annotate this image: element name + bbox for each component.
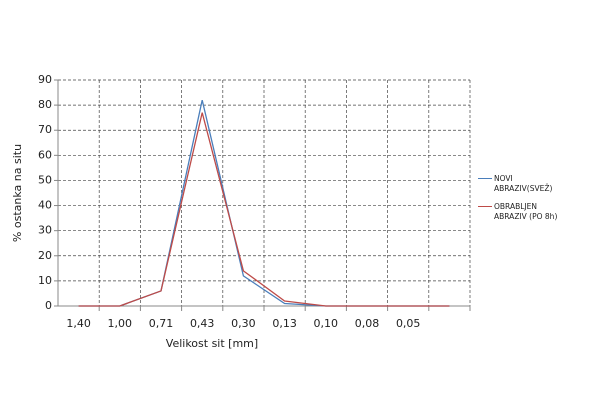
- x-tick-label: 0,71: [149, 317, 174, 330]
- y-axis-title: % ostanka na situ: [11, 144, 24, 242]
- legend-label: OBRABLJEN ABRAZIV (PO 8h): [494, 202, 558, 221]
- series-line: [78, 112, 450, 307]
- x-tick-label: 1,40: [66, 317, 91, 330]
- y-tick-label: 20: [38, 249, 52, 262]
- y-tick-label: 80: [38, 98, 52, 111]
- x-tick-label: 0,13: [272, 317, 297, 330]
- x-axis-title: Velikost sit [mm]: [166, 337, 258, 350]
- x-tick-label: 0,08: [355, 317, 380, 330]
- y-tick-label: 10: [38, 274, 52, 287]
- legend-swatch: [478, 178, 492, 179]
- x-tick-label: 0,05: [396, 317, 421, 330]
- legend-item: NOVI ABRAZIV(SVEŽ): [478, 174, 568, 194]
- y-tick-label: 40: [38, 199, 52, 212]
- y-tick-label: 50: [38, 173, 52, 186]
- x-tick-label: 0,30: [231, 317, 256, 330]
- y-tick-label: 30: [38, 224, 52, 237]
- y-tick-label: 90: [38, 73, 52, 86]
- legend-label: NOVI ABRAZIV(SVEŽ): [494, 174, 553, 193]
- x-tick-label: 0,10: [314, 317, 339, 330]
- y-tick-label: 70: [38, 123, 52, 136]
- legend-item: OBRABLJEN ABRAZIV (PO 8h): [478, 202, 568, 222]
- y-tick-label: 60: [38, 148, 52, 161]
- legend-swatch: [478, 206, 492, 207]
- x-tick-label: 1,00: [108, 317, 133, 330]
- x-tick-label: 0,43: [190, 317, 215, 330]
- y-tick-label: 0: [45, 299, 52, 312]
